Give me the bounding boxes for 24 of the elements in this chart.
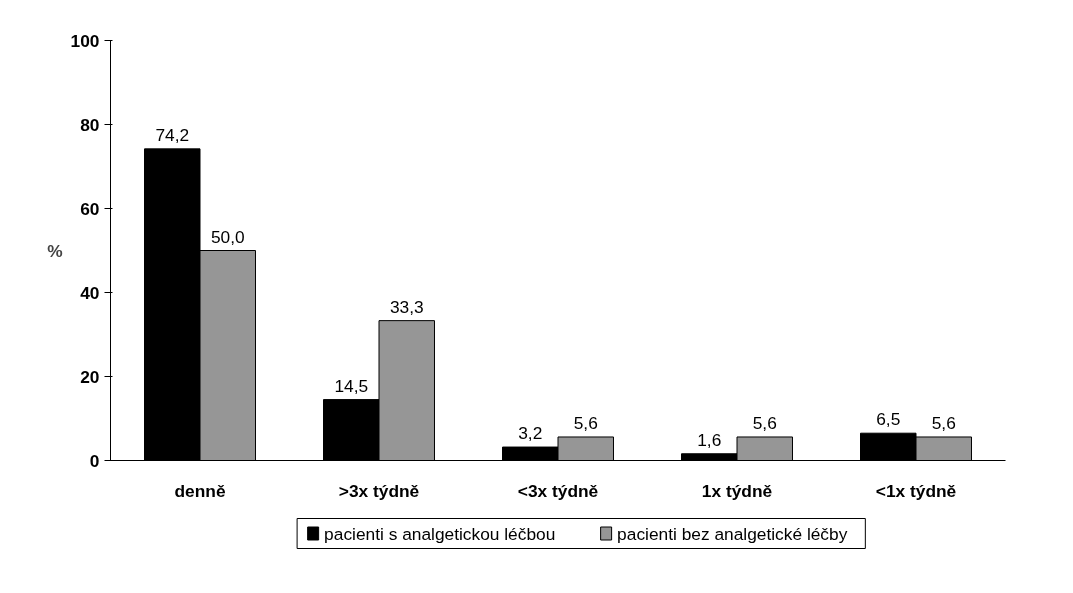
x-tick-label: 1x týdně (701, 480, 773, 501)
data-label: 5,6 (931, 412, 956, 433)
data-label: 6,5 (876, 409, 901, 430)
x-tick-label: >3x týdně (338, 480, 420, 501)
data-label: 50,0 (210, 226, 245, 247)
legend-label: pacienti bez analgetické léčby (617, 523, 848, 544)
y-tick-label: 80 (80, 114, 100, 135)
data-label: 5,6 (573, 412, 598, 433)
x-tick-label: denně (174, 480, 226, 501)
data-label: 74,2 (155, 124, 190, 145)
data-label: 3,2 (518, 423, 543, 444)
y-tick-label: 0 (89, 450, 100, 471)
data-label: 5,6 (752, 412, 777, 433)
data-label: 33,3 (389, 296, 424, 317)
legend-label: pacienti s analgetickou léčbou (324, 523, 556, 544)
data-label: 1,6 (697, 429, 722, 450)
x-tick-label: <1x týdně (875, 480, 957, 501)
y-axis-title: % (47, 240, 63, 261)
x-tick-label: <3x týdně (517, 480, 599, 501)
y-tick-label: 40 (80, 282, 100, 303)
y-tick-label: 100 (70, 30, 100, 51)
y-tick-label: 20 (80, 366, 100, 387)
data-label: 14,5 (334, 375, 369, 396)
y-tick-label: 60 (80, 198, 100, 219)
